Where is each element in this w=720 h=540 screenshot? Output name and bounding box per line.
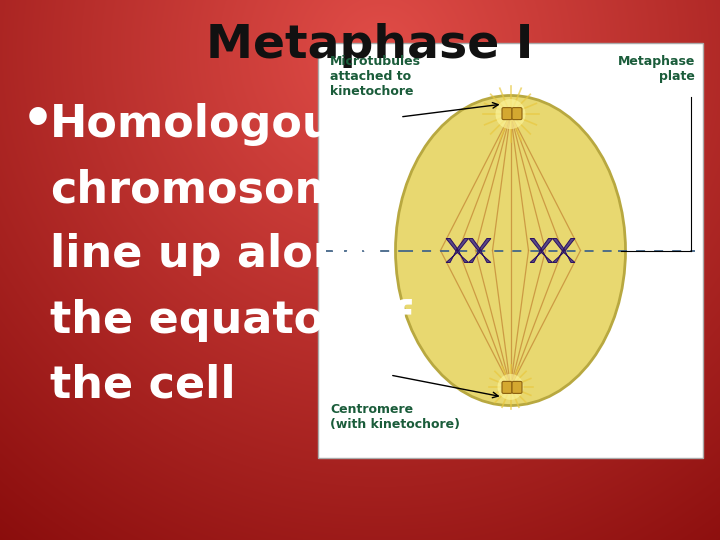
Polygon shape: [552, 239, 564, 253]
Ellipse shape: [495, 99, 526, 129]
Text: line up along: line up along: [50, 233, 377, 276]
Polygon shape: [552, 248, 564, 262]
Bar: [318, 43, 703, 458]
FancyBboxPatch shape: [502, 381, 512, 394]
Ellipse shape: [395, 96, 626, 406]
Polygon shape: [469, 239, 480, 253]
Polygon shape: [480, 248, 491, 262]
Text: the equator of: the equator of: [50, 299, 412, 341]
Text: Homologous: Homologous: [50, 104, 361, 146]
Polygon shape: [446, 248, 457, 262]
Polygon shape: [446, 239, 457, 253]
Polygon shape: [530, 239, 541, 253]
Text: Metaphase I: Metaphase I: [207, 23, 534, 68]
Polygon shape: [564, 248, 575, 262]
Polygon shape: [469, 248, 480, 262]
Text: chromosomes: chromosomes: [50, 168, 397, 212]
Polygon shape: [457, 239, 469, 253]
Polygon shape: [480, 239, 491, 253]
Polygon shape: [541, 239, 552, 253]
Polygon shape: [541, 248, 552, 262]
FancyBboxPatch shape: [502, 107, 512, 119]
Text: Centromere
(with kinetochore): Centromere (with kinetochore): [330, 403, 460, 431]
Polygon shape: [457, 248, 469, 262]
Text: •: •: [22, 96, 54, 144]
FancyBboxPatch shape: [512, 381, 522, 394]
Polygon shape: [530, 248, 541, 262]
Ellipse shape: [498, 374, 523, 400]
Text: Metaphase
plate: Metaphase plate: [618, 55, 695, 83]
Text: the cell: the cell: [50, 363, 235, 407]
Text: Microtubules
attached to
kinetochore: Microtubules attached to kinetochore: [330, 55, 421, 98]
FancyBboxPatch shape: [512, 107, 522, 119]
Polygon shape: [564, 239, 575, 253]
